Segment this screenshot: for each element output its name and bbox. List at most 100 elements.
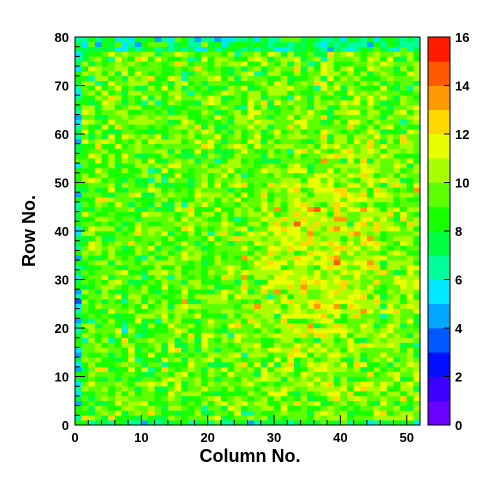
heatmap-cell — [307, 420, 315, 426]
heatmap-cell — [293, 405, 301, 411]
heatmap-cell — [247, 192, 255, 198]
heatmap-cell — [75, 357, 82, 363]
heatmap-cell — [307, 100, 315, 106]
heatmap-cell — [167, 376, 175, 382]
heatmap-cell — [274, 328, 281, 334]
heatmap-cell — [194, 231, 202, 237]
heatmap-cell — [121, 56, 129, 62]
heatmap-cell — [327, 410, 335, 416]
heatmap-cell — [114, 201, 122, 208]
heatmap-cell — [393, 361, 401, 368]
heatmap-cell — [327, 255, 335, 261]
heatmap-cell — [141, 420, 149, 426]
heatmap-cell — [340, 264, 348, 271]
heatmap-cell — [260, 143, 268, 149]
heatmap-cell — [220, 56, 228, 62]
heatmap-cell — [307, 342, 315, 348]
heatmap-cell — [293, 56, 301, 62]
heatmap-cell — [234, 264, 242, 271]
heatmap-cell — [366, 80, 374, 86]
heatmap-cell — [167, 352, 175, 358]
heatmap-cell — [254, 104, 262, 111]
heatmap-cell — [267, 90, 275, 96]
heatmap-cell — [194, 46, 202, 52]
heatmap-cell — [307, 405, 315, 411]
heatmap-cell — [347, 415, 354, 421]
heatmap-cell — [240, 352, 248, 358]
heatmap-cell — [114, 298, 122, 305]
heatmap-cell — [280, 400, 288, 406]
heatmap-cell — [81, 148, 89, 154]
heatmap-cell — [353, 420, 361, 426]
heatmap-cell — [108, 420, 116, 426]
heatmap-cell — [267, 294, 275, 300]
heatmap-cell — [380, 231, 388, 237]
heatmap-cell — [313, 308, 321, 314]
heatmap-cell — [380, 235, 388, 241]
heatmap-cell — [174, 41, 182, 47]
heatmap-cell — [121, 129, 129, 135]
heatmap-cell — [393, 187, 401, 193]
heatmap-cell — [274, 192, 281, 198]
heatmap-cell — [366, 56, 374, 62]
heatmap-cell — [227, 201, 235, 208]
heatmap-cell — [207, 410, 215, 416]
heatmap-cell — [353, 308, 361, 314]
heatmap-cell — [94, 95, 102, 101]
heatmap-cell — [413, 395, 421, 402]
heatmap-cell — [327, 381, 335, 387]
heatmap-cell — [128, 381, 136, 387]
heatmap-cell — [240, 114, 248, 120]
heatmap-cell — [413, 260, 421, 266]
heatmap-cell — [333, 221, 341, 227]
heatmap-cell — [81, 192, 89, 198]
heatmap-cell — [201, 294, 208, 300]
heatmap-cell — [393, 221, 401, 227]
heatmap-cell — [293, 255, 301, 261]
heatmap-cell — [333, 177, 341, 183]
heatmap-cell — [366, 216, 374, 222]
heatmap-cell — [214, 80, 222, 86]
heatmap-cell — [128, 303, 136, 309]
heatmap-cell — [386, 420, 394, 426]
heatmap-cell — [300, 347, 308, 353]
heatmap-cell — [307, 264, 315, 271]
heatmap-cell — [347, 386, 354, 392]
heatmap-cell — [134, 294, 142, 300]
heatmap-cell — [340, 167, 348, 174]
heatmap-cell — [393, 119, 401, 125]
heatmap-cell — [240, 124, 248, 130]
heatmap-cell — [254, 391, 262, 397]
heatmap-cell — [101, 366, 109, 372]
heatmap-cell — [75, 235, 82, 241]
heatmap-cell — [386, 90, 394, 96]
heatmap-cell — [300, 235, 308, 241]
heatmap-cell — [340, 66, 348, 72]
heatmap-cell — [267, 124, 275, 130]
heatmap-cell — [300, 46, 308, 52]
heatmap-cell — [287, 216, 295, 222]
heatmap-cell — [114, 100, 122, 106]
heatmap-cell — [313, 357, 321, 363]
heatmap-cell — [353, 342, 361, 348]
heatmap-cell — [366, 109, 374, 115]
heatmap-cell — [187, 119, 195, 125]
heatmap-cell — [386, 51, 394, 57]
heatmap-cell — [307, 386, 315, 392]
heatmap-cell — [174, 250, 182, 256]
heatmap-cell — [247, 231, 255, 237]
heatmap-cell — [194, 206, 202, 212]
heatmap-cell — [347, 197, 354, 203]
heatmap-cell — [293, 366, 301, 372]
heatmap-cell — [333, 37, 341, 43]
heatmap-cell — [280, 260, 288, 266]
heatmap-cell — [300, 371, 308, 377]
heatmap-cell — [247, 250, 255, 256]
heatmap-cell — [260, 167, 268, 174]
heatmap-cell — [313, 187, 321, 193]
heatmap-cell — [220, 75, 228, 81]
heatmap-cell — [214, 269, 222, 275]
heatmap-cell — [327, 303, 335, 309]
heatmap-cell — [406, 294, 414, 300]
heatmap-cell — [154, 289, 162, 295]
